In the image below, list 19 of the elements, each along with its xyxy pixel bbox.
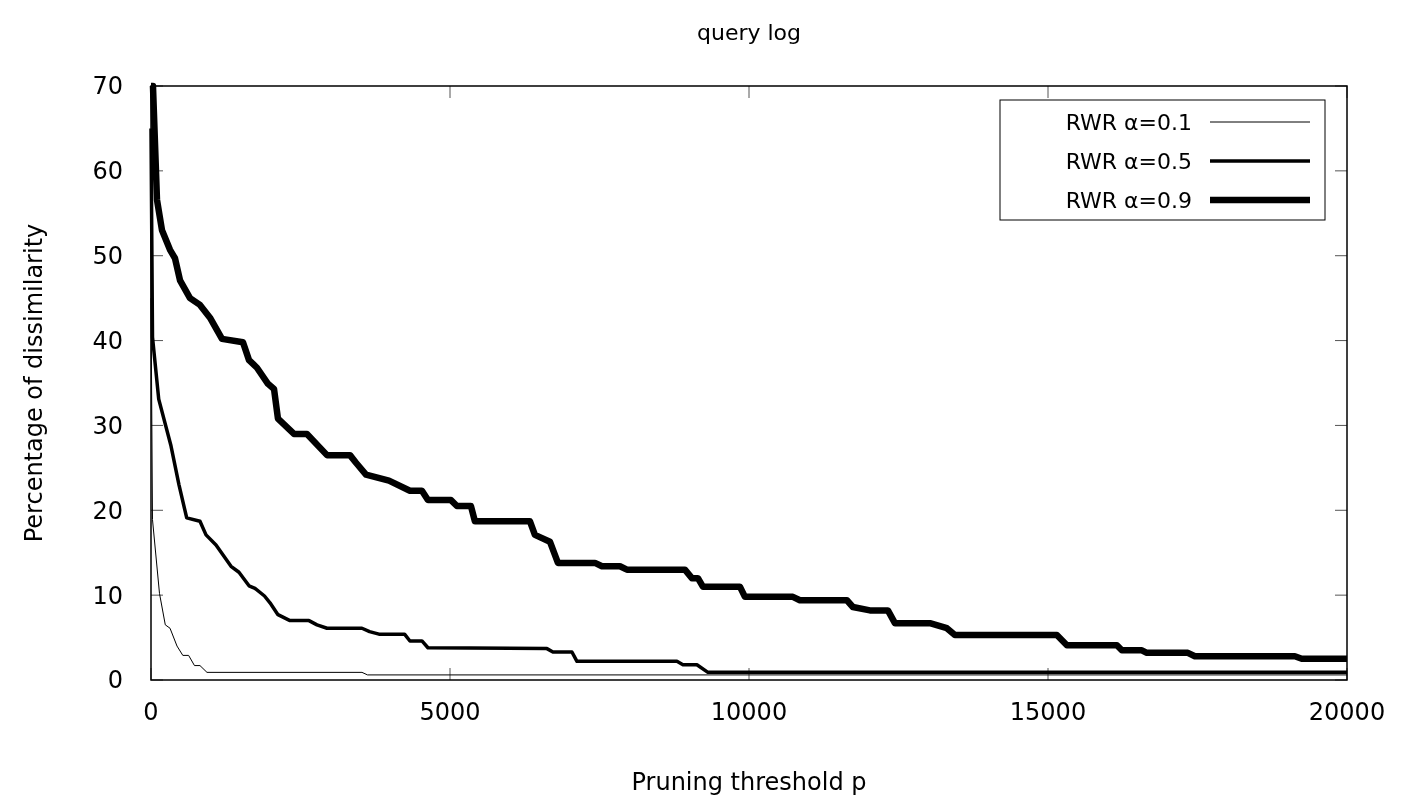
x-tick-label: 20000 bbox=[1308, 698, 1386, 726]
legend-label: RWR α=0.1 bbox=[1065, 109, 1192, 135]
legend-label: RWR α=0.9 bbox=[1065, 187, 1192, 213]
y-tick-label: 50 bbox=[92, 242, 123, 271]
legend-label: RWR α=0.5 bbox=[1065, 148, 1192, 174]
x-axis-title: Pruning threshold p bbox=[631, 768, 867, 796]
x-tick-label: 5000 bbox=[419, 698, 481, 726]
y-axis-title: Percentage of dissimilarity bbox=[20, 223, 48, 543]
chart-title: query log bbox=[696, 20, 802, 45]
y-tick-label: 10 bbox=[92, 581, 123, 610]
y-tick-label: 70 bbox=[92, 72, 123, 101]
y-tick-label: 30 bbox=[92, 411, 123, 440]
x-tick-label: 10000 bbox=[710, 698, 788, 726]
y-tick-label: 60 bbox=[92, 157, 123, 186]
y-tick-label: 40 bbox=[92, 326, 123, 355]
x-tick-label: 15000 bbox=[1009, 698, 1087, 726]
y-tick-label: 0 bbox=[107, 666, 123, 695]
y-tick-label: 20 bbox=[92, 496, 123, 525]
x-tick-label: 0 bbox=[143, 698, 159, 726]
